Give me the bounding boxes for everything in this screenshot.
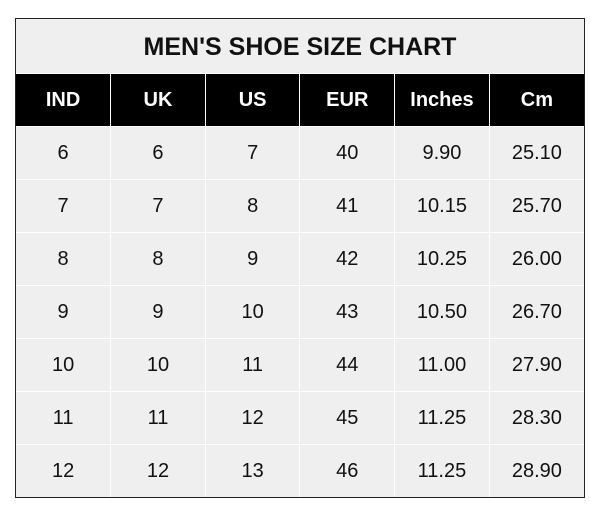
- cell-inches: 10.15: [394, 179, 490, 233]
- table-row: 7 7 8 41 10.15 25.70: [16, 179, 584, 233]
- cell-eur: 43: [299, 285, 396, 339]
- cell-uk: 6: [110, 126, 206, 180]
- column-header-cm: Cm: [488, 74, 584, 127]
- column-header-us: US: [204, 74, 301, 127]
- cell-us: 10: [204, 285, 301, 339]
- cell-uk: 7: [110, 179, 206, 233]
- cell-eur: 46: [299, 444, 396, 497]
- cell-us: 11: [204, 338, 301, 392]
- cell-us: 13: [204, 444, 301, 497]
- table-row: 6 6 7 40 9.90 25.10: [16, 126, 584, 180]
- cell-ind: 12: [16, 444, 112, 497]
- header-row: IND UK US EUR Inches Cm: [16, 74, 584, 127]
- cell-uk: 9: [110, 285, 206, 339]
- cell-uk: 12: [110, 444, 206, 497]
- cell-inches: 10.25: [394, 232, 490, 286]
- table-row: 10 10 11 44 11.00 27.90: [16, 338, 584, 392]
- cell-uk: 11: [110, 391, 206, 445]
- table-row: 8 8 9 42 10.25 26.00: [16, 232, 584, 286]
- cell-uk: 10: [110, 338, 206, 392]
- cell-eur: 40: [299, 126, 396, 180]
- cell-cm: 26.70: [488, 285, 584, 339]
- cell-cm: 25.70: [488, 179, 584, 233]
- cell-ind: 9: [16, 285, 112, 339]
- size-table: IND UK US EUR Inches Cm 6 6 7 40 9.90 25.10 7 7 8 41 10…: [16, 74, 584, 497]
- table-row: 12 12 13 46 11.25 28.90: [16, 444, 584, 497]
- cell-inches: 11.00: [394, 338, 490, 392]
- column-header-inches: Inches: [394, 74, 490, 127]
- cell-eur: 41: [299, 179, 396, 233]
- cell-eur: 42: [299, 232, 396, 286]
- column-header-uk: UK: [110, 74, 206, 127]
- cell-us: 7: [204, 126, 301, 180]
- cell-inches: 11.25: [394, 444, 490, 497]
- table-row: 11 11 12 45 11.25 28.30: [16, 391, 584, 445]
- cell-cm: 25.10: [488, 126, 584, 180]
- cell-ind: 11: [16, 391, 112, 445]
- chart-title: MEN'S SHOE SIZE CHART: [16, 19, 584, 74]
- table-row: 9 9 10 43 10.50 26.70: [16, 285, 584, 339]
- cell-cm: 28.90: [488, 444, 584, 497]
- cell-cm: 28.30: [488, 391, 584, 445]
- column-header-ind: IND: [16, 74, 112, 127]
- cell-eur: 44: [299, 338, 396, 392]
- cell-cm: 27.90: [488, 338, 584, 392]
- cell-uk: 8: [110, 232, 206, 286]
- cell-us: 9: [204, 232, 301, 286]
- cell-cm: 26.00: [488, 232, 584, 286]
- size-chart: MEN'S SHOE SIZE CHART IND UK US EUR Inches Cm…: [15, 18, 585, 498]
- cell-ind: 7: [16, 179, 112, 233]
- cell-us: 12: [204, 391, 301, 445]
- cell-inches: 9.90: [394, 126, 490, 180]
- cell-eur: 45: [299, 391, 396, 445]
- cell-inches: 11.25: [394, 391, 490, 445]
- cell-ind: 10: [16, 338, 112, 392]
- cell-ind: 8: [16, 232, 112, 286]
- cell-inches: 10.50: [394, 285, 490, 339]
- column-header-eur: EUR: [299, 74, 396, 127]
- cell-ind: 6: [16, 126, 112, 180]
- cell-us: 8: [204, 179, 301, 233]
